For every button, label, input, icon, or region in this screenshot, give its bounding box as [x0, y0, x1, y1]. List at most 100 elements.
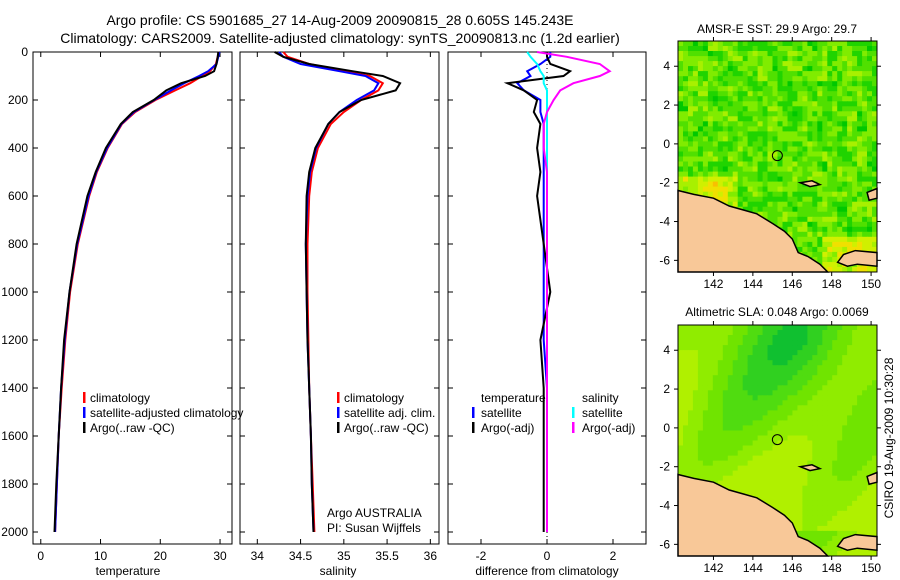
- sla-cell: [757, 325, 764, 331]
- sst-cell: [792, 231, 798, 238]
- sla-cell: [722, 385, 729, 391]
- sst-cell: [678, 91, 684, 97]
- sst-cell: [842, 66, 848, 72]
- sst-cell: [817, 231, 823, 238]
- sla-cell: [787, 460, 793, 467]
- sla-cell: [772, 440, 778, 446]
- sla-cell: [767, 375, 773, 381]
- sla-cell: [852, 475, 858, 482]
- sla-cell: [792, 430, 798, 436]
- sla-cell: [782, 450, 788, 456]
- sst-cell: [787, 121, 793, 127]
- sst-cell: [772, 126, 778, 132]
- sla-cell: [692, 330, 699, 336]
- sst-cell: [827, 106, 833, 112]
- sla-cell: [857, 551, 863, 557]
- sst-cell: [812, 206, 818, 213]
- sst-cell: [712, 116, 719, 122]
- sla-cell: [782, 480, 788, 487]
- sst-cell: [717, 146, 724, 152]
- sst-cell: [692, 51, 699, 57]
- sla-cell: [827, 380, 833, 386]
- sla-cell: [692, 400, 699, 406]
- sst-cell: [767, 76, 773, 82]
- sla-cell: [792, 335, 798, 341]
- sst-cell: [777, 76, 783, 82]
- sst-cell: [797, 166, 803, 172]
- sla-cell: [807, 375, 813, 381]
- salinity-xlabel: salinity: [320, 564, 357, 578]
- sla-cell: [872, 485, 878, 492]
- sst-cell: [807, 121, 813, 127]
- sla-cell: [712, 330, 719, 336]
- sst-cell: [772, 76, 778, 82]
- sst-cell: [683, 76, 689, 82]
- sst-cell: [822, 116, 828, 122]
- sla-cell: [812, 395, 818, 401]
- sst-cell: [872, 86, 878, 92]
- sst-cell: [837, 216, 843, 223]
- sla-cell: [872, 385, 878, 391]
- sst-cell: [862, 131, 868, 137]
- sst-cell: [697, 81, 704, 87]
- sst-cell: [842, 126, 848, 132]
- sla-cell: [837, 420, 843, 426]
- sla-cell: [702, 420, 709, 426]
- sla-cell: [782, 455, 788, 462]
- sla-cell: [717, 420, 724, 426]
- sla-cell: [737, 440, 744, 446]
- sst-cell: [777, 51, 783, 57]
- sla-cell: [742, 440, 749, 446]
- sla-cell: [712, 445, 719, 451]
- sst-cell: [852, 111, 858, 117]
- sst-cell: [692, 81, 699, 87]
- sla-cell: [842, 475, 848, 482]
- sla-cell: [792, 440, 798, 446]
- sst-cell: [832, 186, 838, 193]
- sla-cell: [787, 335, 793, 341]
- sla-cell: [752, 350, 759, 356]
- sla-cell: [737, 420, 744, 426]
- sla-cell: [797, 460, 803, 467]
- sla-cell: [852, 450, 858, 456]
- sst-cell: [812, 46, 818, 52]
- sst-cell: [802, 66, 808, 72]
- sst-cell: [683, 101, 689, 107]
- sst-cell: [683, 66, 689, 72]
- sst-cell: [832, 66, 838, 72]
- sst-cell: [722, 116, 729, 122]
- sst-cell: [827, 41, 833, 47]
- sla-cell: [742, 425, 749, 431]
- sst-cell: [827, 206, 833, 213]
- difference-legend: temperature salinity satellite Argo(-adj…: [472, 391, 635, 435]
- sla-cell: [822, 460, 828, 467]
- sla-cell: [792, 370, 798, 376]
- sst-map-title: AMSR-E SST: 29.9 Argo: 29.7: [697, 22, 857, 36]
- sst-cell: [812, 211, 818, 218]
- sst-cell: [872, 201, 878, 208]
- sla-cell: [742, 385, 749, 391]
- x-tick-label: 146: [782, 561, 802, 575]
- sla-cell: [847, 380, 853, 386]
- sla-cell: [847, 340, 853, 346]
- sla-cell: [827, 430, 833, 436]
- sst-cell: [852, 116, 858, 122]
- sla-cell: [782, 325, 788, 331]
- sst-cell: [772, 46, 778, 52]
- sla-cell: [852, 330, 858, 336]
- sst-cell: [807, 101, 813, 107]
- sst-cell: [683, 46, 689, 52]
- sla-cell: [767, 370, 773, 376]
- sst-cell: [842, 51, 848, 57]
- sla-cell: [827, 355, 833, 361]
- sst-cell: [872, 236, 878, 243]
- sst-cell: [782, 86, 788, 92]
- sla-cell: [812, 410, 818, 416]
- sst-cell: [737, 151, 744, 157]
- sla-cell: [787, 380, 793, 386]
- sst-cell: [807, 76, 813, 82]
- sst-cell: [812, 121, 818, 127]
- sst-cell: [792, 101, 798, 107]
- sla-cell: [767, 455, 773, 462]
- series-line-argo: [503, 52, 573, 532]
